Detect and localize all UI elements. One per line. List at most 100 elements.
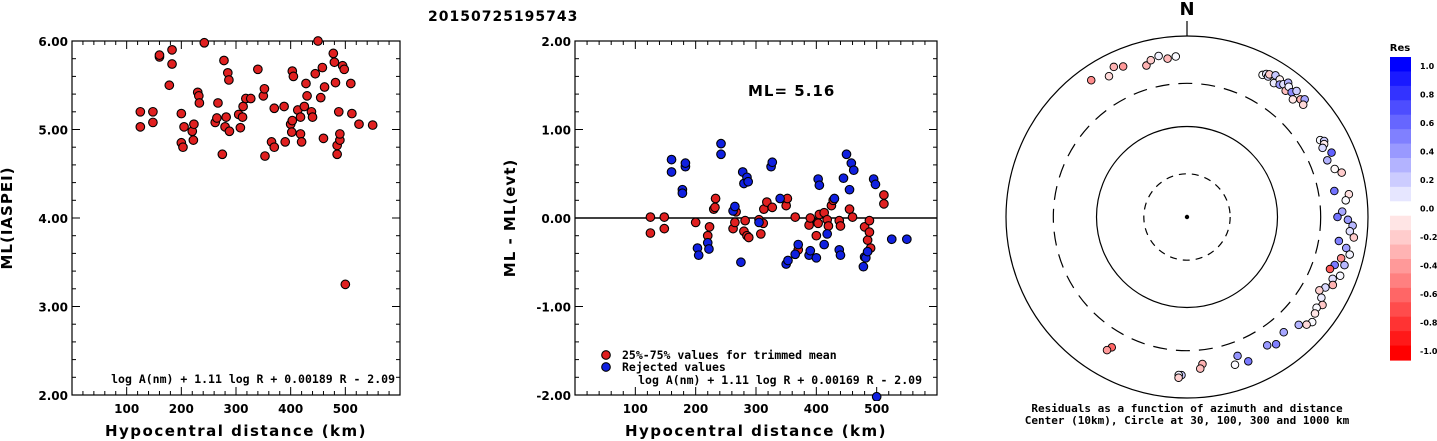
y-tick-label: 0.00 [541, 212, 571, 226]
data-point [269, 142, 280, 153]
data-point [213, 98, 223, 108]
series-1-point [841, 149, 852, 160]
data-point [288, 71, 299, 82]
station-marker [1341, 243, 1351, 253]
data-point [176, 108, 187, 119]
series-0-point [659, 212, 670, 222]
plot-frame [71, 40, 401, 396]
x-tick-label: 100 [623, 402, 648, 416]
series-1-point [783, 255, 793, 266]
y-axis-label: ML(IASPEI) [0, 166, 16, 269]
data-point [335, 129, 345, 139]
x-tick-label: 200 [683, 402, 708, 416]
data-point [259, 83, 270, 94]
station-marker [1196, 364, 1205, 373]
colorbar-swatch [1390, 244, 1411, 260]
series-0-point [743, 232, 754, 243]
station-marker [1146, 55, 1156, 65]
data-points [645, 138, 912, 401]
colorbar-tick-label: -0.8 [1420, 319, 1437, 328]
station-marker [1294, 320, 1303, 330]
data-point [260, 151, 270, 161]
series-1-point [822, 229, 833, 239]
series-0-point [862, 235, 873, 245]
colorbar-swatch [1390, 259, 1411, 275]
data-point [135, 106, 146, 117]
series-0-point [790, 212, 801, 222]
station-marker [1345, 250, 1354, 259]
x-tick-label: 500 [333, 402, 358, 416]
ring-30km [1143, 173, 1231, 261]
data-point [279, 101, 289, 112]
series-1-point [870, 179, 881, 190]
data-point [178, 142, 188, 153]
series-1-point [793, 239, 804, 250]
station-marker [1086, 75, 1096, 85]
data-point [269, 103, 280, 114]
colorbar-tick-label: 1.0 [1420, 62, 1435, 71]
station-marker [1142, 61, 1151, 70]
colorbar-swatch [1390, 57, 1411, 73]
colorbar-title: Res [1390, 43, 1410, 54]
series-1-point [862, 246, 873, 257]
series-0-point [864, 215, 875, 226]
series-1-point [775, 193, 785, 204]
data-points [135, 36, 378, 290]
colorbar-tick-label: 0.6 [1420, 119, 1435, 128]
colorbar-swatch [1390, 345, 1411, 361]
map-caption-line2: Center (10km), Circle at 30, 100, 300 an… [1025, 414, 1350, 427]
data-point [313, 36, 323, 46]
x-axis-label: Hypocentral distance (km) [625, 422, 887, 440]
series-0-point [811, 230, 822, 241]
x-tick-label: 300 [743, 402, 768, 416]
north-label: N [1179, 0, 1194, 20]
y-tick-label: -2.00 [536, 389, 571, 403]
series-1-point [835, 250, 846, 261]
series-0-point [847, 212, 858, 222]
series-1-point [666, 154, 677, 165]
series-1-point [693, 250, 704, 261]
series-1-point [901, 234, 912, 245]
series-0-point [704, 222, 715, 232]
colorbar-swatch [1390, 316, 1411, 332]
series-1-point [871, 391, 882, 401]
station-marker [1302, 320, 1311, 329]
station-marker [1335, 271, 1345, 281]
ring-100km [1095, 125, 1279, 309]
data-point [302, 91, 312, 101]
data-point [280, 137, 291, 147]
series-1-point [844, 184, 855, 195]
data-point [224, 126, 235, 137]
station-marker [1174, 373, 1183, 382]
station-marker [1328, 280, 1338, 290]
data-point [199, 37, 210, 48]
colorbar-swatch [1390, 230, 1411, 246]
panel-ml-vs-distance: 100 200 300 400 500 2.00 3.00 4.00 5.00 6.00 Hypoc… [0, 35, 401, 440]
legend: 25%-75% values for trimmed meanRejected … [601, 348, 837, 374]
series-0-point [740, 215, 750, 226]
legend-label: Rejected values [622, 360, 726, 374]
station-marker [1336, 254, 1346, 263]
series-1-point [814, 180, 825, 191]
data-point [212, 113, 222, 123]
data-point [301, 78, 311, 89]
data-point [329, 57, 340, 68]
x-tick-label: 300 [223, 402, 248, 416]
data-point [315, 92, 326, 103]
data-point [237, 112, 248, 122]
data-point [238, 101, 248, 112]
series-1-point [666, 167, 677, 177]
data-point [135, 121, 146, 132]
x-tick-label: 400 [278, 402, 303, 416]
series-0-point [823, 221, 834, 231]
formula-text: log A(nm) + 1.11 log R + 0.00189 R - 2.0… [111, 372, 395, 386]
colorbar-tick-label: 0.2 [1420, 176, 1434, 185]
formula-text: log A(nm) + 1.11 log R + 0.00169 R - 2.0… [638, 373, 922, 387]
y-tick-label: 2.00 [38, 389, 68, 403]
series-1-point [790, 249, 801, 260]
station-marker [1315, 286, 1324, 295]
y-tick-label: 6.00 [38, 35, 68, 49]
data-point [164, 80, 175, 91]
series-0-point [659, 223, 670, 234]
